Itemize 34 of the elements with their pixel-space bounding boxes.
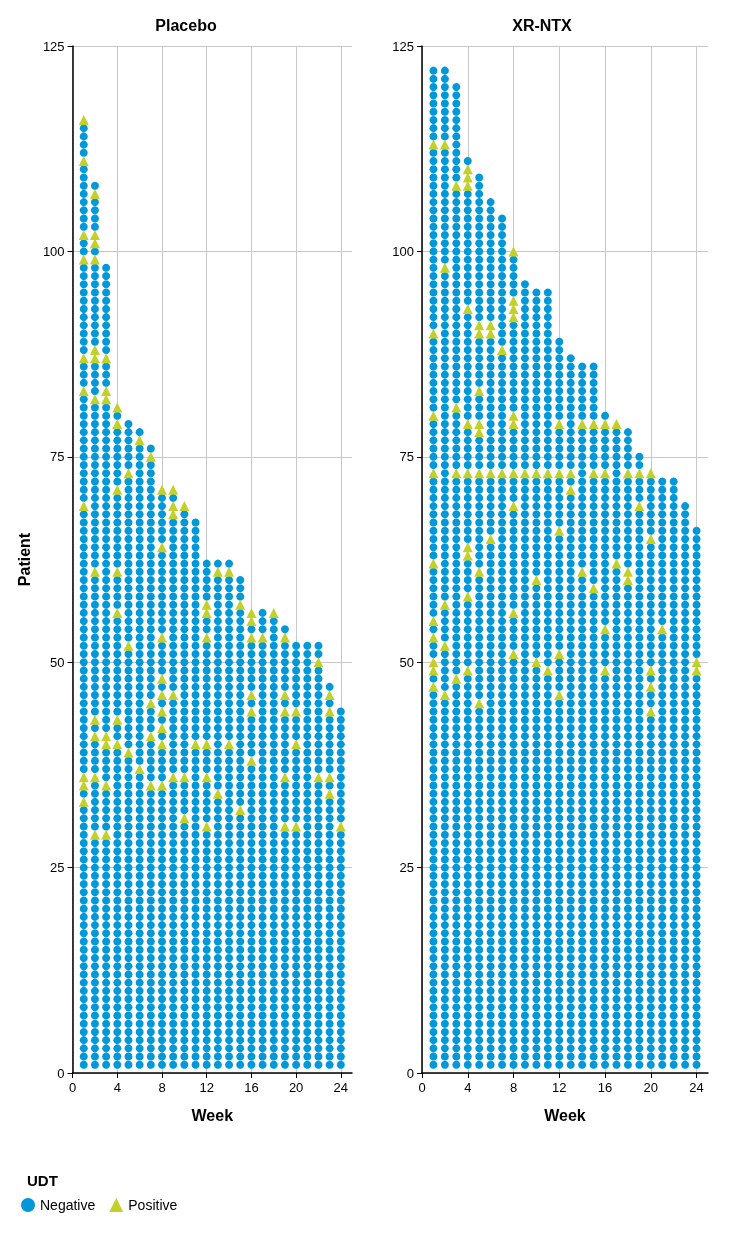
x-tick-label: 12 bbox=[199, 1080, 214, 1095]
legend-title: UDT bbox=[27, 1172, 58, 1189]
y-tick-label: 50 bbox=[399, 654, 414, 670]
chart-title: Placebo bbox=[155, 16, 217, 34]
y-tick-label: 75 bbox=[50, 449, 65, 465]
y-tick-label: 50 bbox=[50, 654, 65, 670]
x-tick-label: 16 bbox=[597, 1080, 613, 1095]
y-tick-label: 100 bbox=[42, 243, 65, 259]
x-tick-label: 16 bbox=[244, 1080, 259, 1095]
x-tick-label: 4 bbox=[113, 1080, 121, 1095]
legend-label: Positive bbox=[128, 1197, 178, 1213]
x-tick-label: 24 bbox=[689, 1080, 704, 1095]
x-tick-label: 0 bbox=[418, 1080, 426, 1095]
x-tick-label: 8 bbox=[509, 1080, 518, 1095]
y-tick-label: 75 bbox=[399, 449, 414, 465]
y-tick-label: 125 bbox=[392, 38, 414, 54]
y-tick-label: 0 bbox=[57, 1065, 65, 1081]
legend-label: Negative bbox=[40, 1197, 96, 1213]
chart-title: XR-NTX bbox=[512, 16, 573, 34]
x-tick-label: 8 bbox=[158, 1080, 166, 1095]
y-axis-title: Patient bbox=[15, 532, 33, 587]
y-tick-label: 100 bbox=[392, 243, 414, 259]
x-tick-label: 4 bbox=[464, 1080, 472, 1095]
x-tick-label: 12 bbox=[552, 1080, 567, 1095]
x-axis-title: Week bbox=[544, 1106, 586, 1124]
x-axis-title: Week bbox=[191, 1106, 234, 1124]
x-tick-label: 20 bbox=[643, 1080, 659, 1095]
y-tick-label: 125 bbox=[42, 38, 65, 54]
x-tick-label: 24 bbox=[333, 1080, 349, 1095]
y-tick-label: 25 bbox=[50, 860, 65, 876]
x-tick-label: 0 bbox=[68, 1080, 77, 1095]
y-tick-label: 0 bbox=[406, 1065, 414, 1081]
y-tick-label: 25 bbox=[399, 860, 414, 876]
x-tick-label: 20 bbox=[288, 1080, 304, 1095]
